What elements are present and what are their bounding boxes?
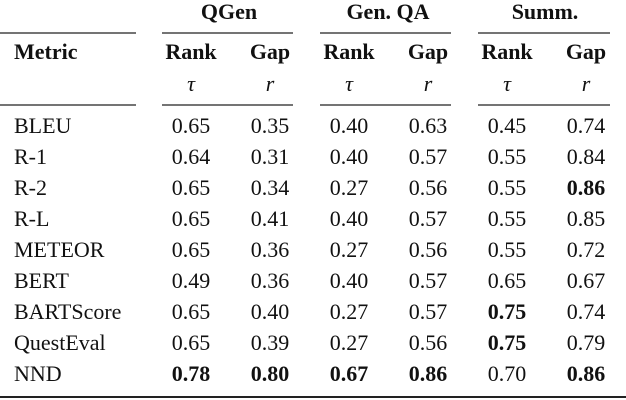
symbol: τ: [345, 71, 354, 96]
cell: 0.85: [567, 206, 606, 231]
cell: 0.74: [567, 113, 606, 138]
group-header: Summ.: [512, 0, 579, 24]
cell: 0.72: [567, 237, 606, 262]
column-header: Metric: [14, 39, 78, 64]
cell: 0.65: [172, 206, 211, 231]
cell: 0.75: [488, 299, 527, 324]
cell: 0.34: [251, 175, 290, 200]
cell: 0.56: [409, 237, 448, 262]
cell: 0.27: [330, 237, 369, 262]
metric-name: NND: [14, 361, 62, 386]
metric-name: R-2: [14, 175, 47, 200]
cell: 0.78: [172, 361, 211, 386]
symbol: τ: [187, 71, 196, 96]
metric-name: QuestEval: [14, 330, 106, 355]
cell: 0.40: [330, 144, 369, 169]
column-header: Gap: [566, 39, 606, 64]
cell: 0.36: [251, 268, 290, 293]
cell: 0.55: [488, 144, 527, 169]
cell: 0.84: [567, 144, 606, 169]
column-header: Gap: [250, 39, 290, 64]
cell: 0.63: [409, 113, 448, 138]
cell: 0.86: [567, 175, 606, 200]
column-header: Rank: [481, 39, 533, 64]
metric-name: R-1: [14, 144, 47, 169]
metric-name: BERT: [14, 268, 69, 293]
metric-name: R-L: [14, 206, 49, 231]
cell: 0.55: [488, 206, 527, 231]
cell: 0.65: [172, 299, 211, 324]
column-header: Gap: [408, 39, 448, 64]
cell: 0.36: [251, 237, 290, 262]
cell: 0.80: [251, 361, 290, 386]
cell: 0.65: [172, 330, 211, 355]
column-header: Rank: [165, 39, 217, 64]
symbol: τ: [503, 71, 512, 96]
symbol: r: [424, 71, 433, 96]
metric-name: BLEU: [14, 113, 72, 138]
cell: 0.70: [488, 361, 527, 386]
cell: 0.40: [330, 268, 369, 293]
cell: 0.65: [172, 237, 211, 262]
cell: 0.65: [172, 113, 211, 138]
symbol: r: [266, 71, 275, 96]
cell: 0.75: [488, 330, 527, 355]
cell: 0.65: [172, 175, 211, 200]
cell: 0.56: [409, 175, 448, 200]
cell: 0.57: [409, 268, 448, 293]
symbol: r: [582, 71, 591, 96]
metric-name: METEOR: [14, 237, 105, 262]
cell: 0.57: [409, 299, 448, 324]
cell: 0.57: [409, 144, 448, 169]
cell: 0.40: [251, 299, 290, 324]
cell: 0.67: [330, 361, 369, 386]
cell: 0.39: [251, 330, 290, 355]
cell: 0.56: [409, 330, 448, 355]
cell: 0.49: [172, 268, 211, 293]
metric-name: BARTScore: [14, 299, 121, 324]
cell: 0.55: [488, 175, 527, 200]
cell: 0.40: [330, 206, 369, 231]
group-header: Gen. QA: [346, 0, 429, 24]
cell: 0.45: [488, 113, 527, 138]
cell: 0.27: [330, 330, 369, 355]
cell: 0.86: [409, 361, 448, 386]
cell: 0.40: [330, 113, 369, 138]
cell: 0.27: [330, 175, 369, 200]
cell: 0.35: [251, 113, 290, 138]
cell: 0.41: [251, 206, 290, 231]
cell: 0.27: [330, 299, 369, 324]
cell: 0.57: [409, 206, 448, 231]
cell: 0.79: [567, 330, 606, 355]
group-header: QGen: [201, 0, 257, 24]
cell: 0.55: [488, 237, 527, 262]
cell: 0.64: [172, 144, 211, 169]
cell: 0.86: [567, 361, 606, 386]
cell: 0.74: [567, 299, 606, 324]
column-header: Rank: [323, 39, 375, 64]
cell: 0.31: [251, 144, 290, 169]
cell: 0.65: [488, 268, 527, 293]
cell: 0.67: [567, 268, 606, 293]
